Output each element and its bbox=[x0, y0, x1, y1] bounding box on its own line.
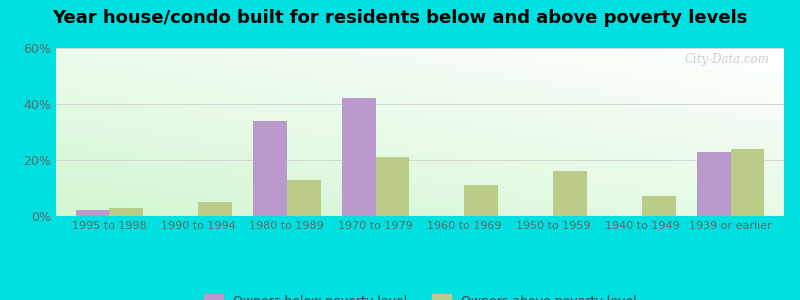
Text: City-Data.com: City-Data.com bbox=[685, 53, 770, 66]
Bar bbox=[642, 196, 676, 216]
Bar bbox=[110, 208, 143, 216]
Bar bbox=[198, 202, 232, 216]
Legend: Owners below poverty level, Owners above poverty level: Owners below poverty level, Owners above… bbox=[199, 289, 641, 300]
Bar bbox=[376, 157, 410, 216]
Text: Year house/condo built for residents below and above poverty levels: Year house/condo built for residents bel… bbox=[52, 9, 748, 27]
Bar bbox=[730, 149, 765, 216]
Bar bbox=[697, 152, 730, 216]
Bar bbox=[253, 121, 287, 216]
Bar bbox=[75, 210, 110, 216]
Bar bbox=[342, 98, 376, 216]
Bar bbox=[464, 185, 498, 216]
Bar bbox=[553, 171, 587, 216]
Bar bbox=[287, 180, 321, 216]
